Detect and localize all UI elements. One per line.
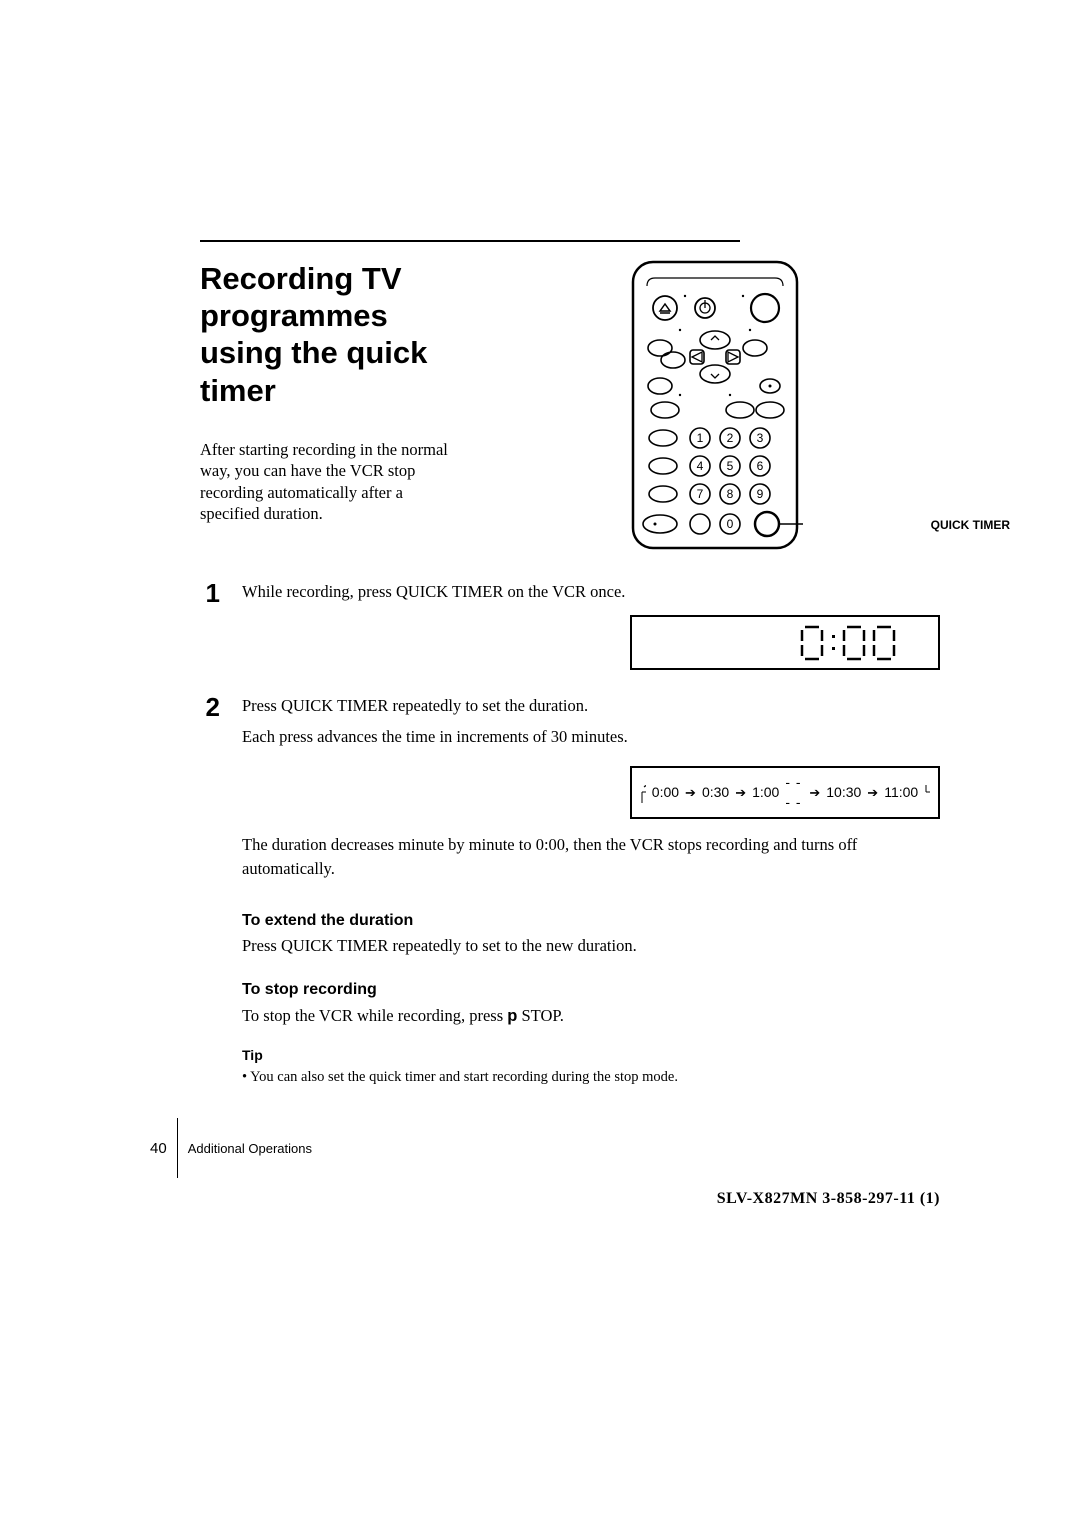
tip-heading: Tip [242, 1046, 940, 1066]
page-title: Recording TV programmes using the quick … [200, 260, 460, 409]
key-1: 1 [697, 431, 704, 445]
seq-3: 10:30 [826, 783, 861, 803]
step-2-line-2: Each press advances the time in incremen… [242, 725, 940, 748]
arrow-icon: ➔ [809, 784, 820, 802]
step-1-number: 1 [200, 580, 220, 674]
key-7: 7 [697, 487, 704, 501]
step-2-line-1: Press QUICK TIMER repeatedly to set the … [242, 694, 940, 717]
quick-timer-callout: QUICK TIMER [931, 518, 1010, 532]
page-number: 40 [150, 1140, 167, 1157]
header-rule [200, 240, 740, 242]
key-4: 4 [697, 459, 704, 473]
stop-prefix: To stop the VCR while recording, press [242, 1006, 507, 1025]
remote-illustration: 1 2 3 4 5 6 7 8 9 [625, 260, 805, 550]
arrow-icon: ➔ [867, 784, 878, 802]
key-5: 5 [727, 459, 734, 473]
key-6: 6 [757, 459, 764, 473]
stop-body: To stop the VCR while recording, press p… [242, 1004, 940, 1028]
step-1-text: While recording, press QUICK TIMER on th… [242, 580, 940, 603]
stop-symbol: p [507, 1007, 517, 1025]
stop-suffix: STOP. [517, 1006, 563, 1025]
stop-heading: To stop recording [242, 979, 940, 1001]
key-9: 9 [757, 487, 764, 501]
lcd-display-box [630, 615, 940, 670]
seq-1: 0:30 [702, 783, 729, 803]
arrow-icon: ➔ [735, 784, 746, 802]
seven-segment-0-00 [798, 623, 908, 663]
key-8: 8 [727, 487, 734, 501]
key-3: 3 [757, 431, 764, 445]
extend-body: Press QUICK TIMER repeatedly to set to t… [242, 934, 940, 957]
dash-separator: - - - - [785, 773, 803, 812]
duration-sequence-box: 0:00 ➔ 0:30 ➔ 1:00 - - - - ➔ 10:30 ➔ 11:… [630, 766, 940, 819]
footer-section: Additional Operations [188, 1141, 312, 1156]
footer-divider [177, 1118, 178, 1178]
arrow-icon: ➔ [685, 784, 696, 802]
seq-2: 1:00 [752, 783, 779, 803]
step-2-after: The duration decreases minute by minute … [242, 833, 940, 879]
seq-0: 0:00 [652, 783, 679, 803]
intro-text: After starting recording in the normal w… [200, 439, 460, 525]
loop-left-bracket [640, 781, 646, 805]
key-2: 2 [727, 431, 734, 445]
seq-4: 11:00 [884, 783, 918, 803]
loop-right-bracket [924, 781, 930, 805]
step-2-number: 2 [200, 694, 220, 888]
footer-page-info: 40 Additional Operations [150, 1118, 312, 1178]
extend-heading: To extend the duration [242, 910, 940, 932]
tip-body: • You can also set the quick timer and s… [242, 1067, 940, 1087]
key-0: 0 [727, 517, 734, 531]
footer-model: SLV-X827MN 3-858-297-11 (1) [717, 1190, 940, 1208]
